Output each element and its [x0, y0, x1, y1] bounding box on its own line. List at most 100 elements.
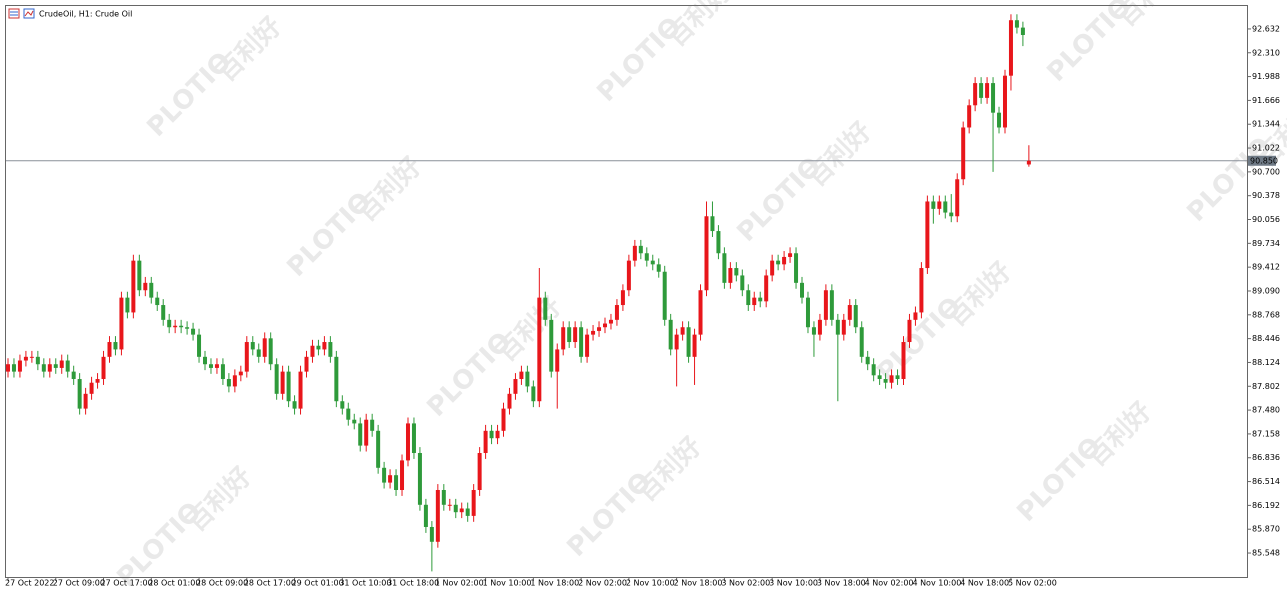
- candle-body: [758, 297, 763, 302]
- candle-body: [274, 364, 279, 394]
- candle-body: [59, 360, 64, 368]
- candle-body: [11, 364, 16, 372]
- candle-body: [555, 349, 560, 372]
- x-tick-label: 31 Oct 18:00: [387, 579, 439, 588]
- candle-body: [877, 375, 882, 380]
- candle-body: [746, 290, 751, 306]
- x-tick-label: 29 Oct 01:00: [292, 579, 344, 588]
- candle-body: [101, 356, 106, 380]
- candle-body: [298, 371, 303, 409]
- candle-body: [352, 419, 357, 424]
- candle-body: [35, 356, 40, 365]
- candle-body: [543, 297, 548, 320]
- candle-body: [173, 325, 178, 328]
- candle-body: [417, 453, 422, 505]
- candle-body: [322, 342, 327, 350]
- y-tick-label: 88.768: [1252, 310, 1280, 319]
- candle-body: [483, 430, 488, 454]
- candle-body: [137, 260, 142, 291]
- y-tick-label: 90.700: [1252, 167, 1280, 176]
- candle-body: [346, 408, 351, 420]
- candle-body: [549, 319, 554, 372]
- candle-body: [680, 327, 685, 335]
- y-tick-label: 92.310: [1252, 48, 1280, 57]
- candle-body: [931, 201, 936, 209]
- candle-body: [29, 356, 34, 358]
- y-tick-label: 89.734: [1252, 239, 1280, 248]
- candle-body: [495, 430, 500, 439]
- candle-body: [208, 364, 213, 368]
- candle-body: [847, 305, 852, 320]
- current-price-box: [1248, 155, 1276, 166]
- candle-body: [232, 375, 237, 387]
- candle-body: [895, 375, 900, 380]
- candle-body: [800, 282, 805, 298]
- candle-body: [185, 327, 190, 329]
- candle-body: [913, 312, 918, 320]
- candle-body: [119, 297, 124, 350]
- x-tick-label: 28 Oct 01:00: [148, 579, 200, 588]
- candle-body: [764, 275, 769, 302]
- y-tick-label: 91.022: [1252, 144, 1280, 153]
- candle-body: [507, 393, 512, 409]
- candle-body: [614, 305, 619, 320]
- candle-body: [131, 260, 136, 313]
- x-tick-label: 27 Oct 17:00: [101, 579, 153, 588]
- x-tick-label: 3 Nov 02:00: [721, 579, 770, 588]
- candle-body: [513, 379, 518, 394]
- candle-body: [638, 245, 643, 254]
- candle-body: [501, 408, 506, 431]
- current-price-label: 90.850: [1250, 156, 1278, 165]
- candle-body: [979, 83, 984, 98]
- candle-body: [394, 475, 399, 490]
- candle-body: [65, 360, 70, 372]
- candle-body: [889, 375, 894, 383]
- x-tick-label: 1 Nov 10:00: [483, 579, 532, 588]
- y-tick-label: 87.802: [1252, 382, 1280, 391]
- candle-body: [340, 401, 345, 409]
- candle-body: [776, 260, 781, 265]
- candle-body: [961, 127, 966, 180]
- candle-body: [304, 356, 309, 372]
- candle-body: [143, 282, 148, 291]
- candle-body: [788, 253, 793, 257]
- candle-body: [1020, 27, 1025, 36]
- candle-body: [1002, 75, 1007, 128]
- candle-body: [925, 201, 930, 269]
- candle-body: [83, 393, 88, 409]
- symbol-icons: [8, 8, 35, 19]
- candle-body: [71, 371, 76, 380]
- y-tick-label: 86.192: [1252, 501, 1280, 510]
- x-tick-label: 4 Nov 02:00: [865, 579, 914, 588]
- candle-body: [620, 290, 625, 306]
- x-tick-label: 1 Nov 18:00: [530, 579, 579, 588]
- candle-body: [728, 268, 733, 283]
- candle-body: [823, 290, 828, 320]
- candle-body: [561, 327, 566, 350]
- candle-body: [429, 526, 434, 542]
- candle-body: [883, 379, 888, 383]
- y-tick-label: 92.632: [1252, 24, 1280, 33]
- candle-body: [985, 83, 990, 98]
- candle-body: [161, 305, 166, 320]
- candle-body: [316, 345, 321, 350]
- candle-body: [632, 245, 637, 261]
- x-tick-label: 1 Nov 02:00: [435, 579, 484, 588]
- candle-body: [537, 297, 542, 402]
- x-tick-label: 31 Oct 10:00: [339, 579, 391, 588]
- candle-body: [519, 371, 524, 380]
- candle-body: [710, 216, 715, 232]
- candle-body: [770, 260, 775, 276]
- candle-body: [734, 268, 739, 276]
- candle-body: [262, 338, 267, 357]
- candle-body: [901, 342, 906, 380]
- candle-body: [656, 264, 661, 272]
- candle-body: [698, 290, 703, 335]
- candle-body: [907, 319, 912, 343]
- candle-body: [310, 345, 315, 357]
- candle-body: [435, 489, 440, 542]
- candle-body: [23, 356, 28, 361]
- candle-body: [477, 453, 482, 490]
